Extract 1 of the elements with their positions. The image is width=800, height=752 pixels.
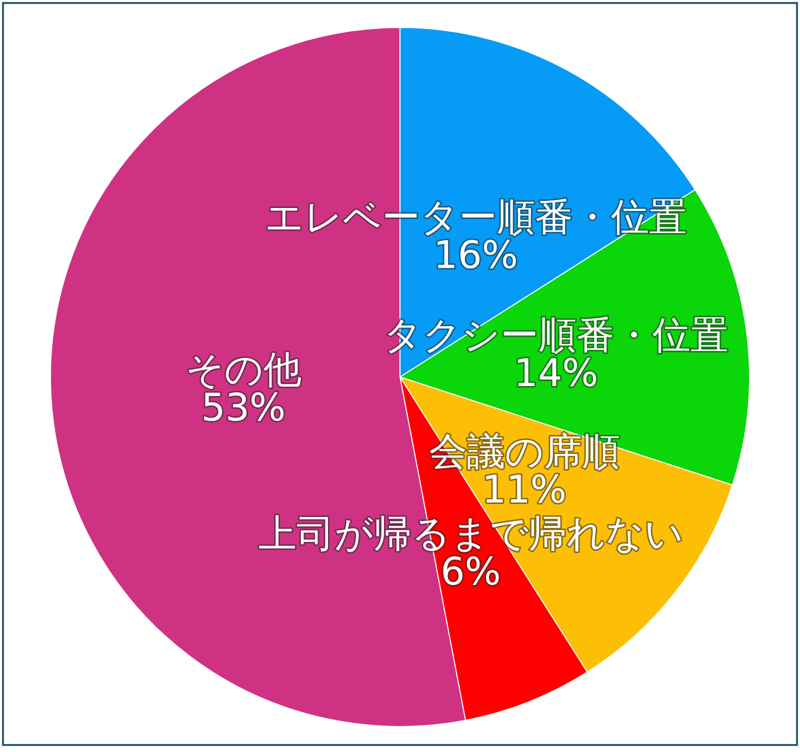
slice-label: 会議の席順 xyxy=(428,429,620,474)
